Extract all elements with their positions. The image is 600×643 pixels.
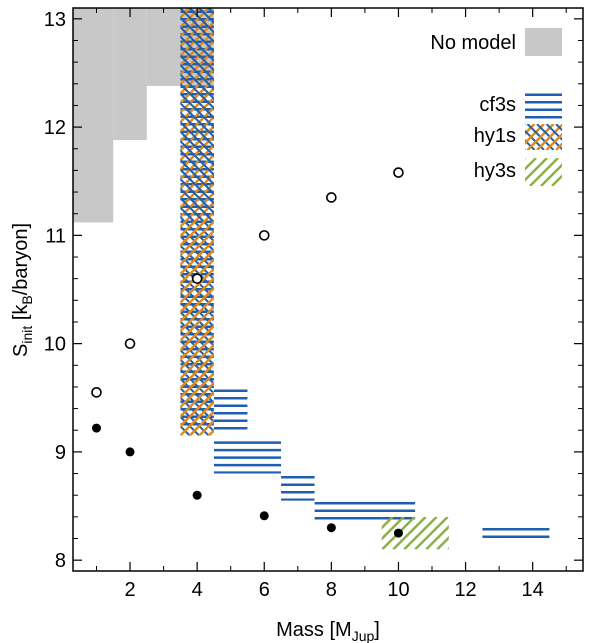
hatch-box-hy3s-7 [381,516,449,550]
hatch-box-hy1s-1 [180,8,214,436]
open-point-1 [124,338,136,349]
x-tick-label-8: 8 [326,579,337,601]
open-point-0 [91,387,102,398]
filled-point-3 [259,511,269,521]
y-tick-label-8: 8 [55,550,66,572]
filled-point-2 [192,490,202,500]
legend-label-cf3s: cf3s [479,94,516,116]
y-tick-label-10: 10 [44,334,66,356]
y-tick-label-9: 9 [55,442,66,464]
y-tick-label-13: 13 [44,9,66,31]
legend-hatch-hy3s [525,158,562,186]
y-axis-label: Sinit [kB/baryon] [10,223,35,357]
data-point-group [91,167,404,538]
x-tick-label-6: 6 [259,579,270,601]
hatch-box-cf3s-6 [482,528,550,539]
no-model-step-0 [73,8,114,223]
x-axis-label: Mass [MJup] [276,619,380,643]
legend-hatch-cf3s [525,93,562,119]
filled-point-0 [91,423,101,433]
filled-point-5 [393,528,403,538]
no-model-step-2 [146,8,181,86]
x-tick-label-10: 10 [387,579,409,601]
hatch-box-cf3s-4 [281,476,315,501]
legend-swatch-hy1s [525,124,562,150]
plot-frame [72,7,584,572]
x-tick-label-4: 4 [192,579,203,601]
open-point-3 [258,230,270,241]
open-point-4 [326,192,337,203]
open-point-5 [393,167,404,178]
hatch-box-cf3s-5 [314,502,416,520]
no-model-step-1 [113,8,147,141]
filled-point-4 [326,523,336,533]
x-tick-label-12: 12 [454,579,476,601]
legend-swatch-hy3s [525,158,562,186]
hatch-box-cf3s-2 [213,389,248,430]
axis-tick-group: 2 4 6 8 10 12 14 8 9 10 11 12 13 [44,8,583,601]
y-tick-label-11: 11 [45,225,66,247]
y-tick-label-12: 12 [44,117,66,139]
x-tick-label-14: 14 [522,579,544,601]
legend-label-no-model: No model [430,32,516,54]
legend-swatch-cf3s [525,93,562,119]
hatch-box-cf3s-3 [213,441,282,474]
open-point-2 [191,273,203,284]
legend-hatch-hy1s [525,124,562,150]
legend-label-hy1s: hy1s [474,125,516,147]
legend: No model cf3s hy1s hy3s [430,28,562,186]
filled-point-1 [125,447,135,457]
legend-label-hy3s: hy3s [474,160,516,182]
x-tick-label-2: 2 [124,579,135,601]
legend-swatch-no-model [525,28,562,56]
